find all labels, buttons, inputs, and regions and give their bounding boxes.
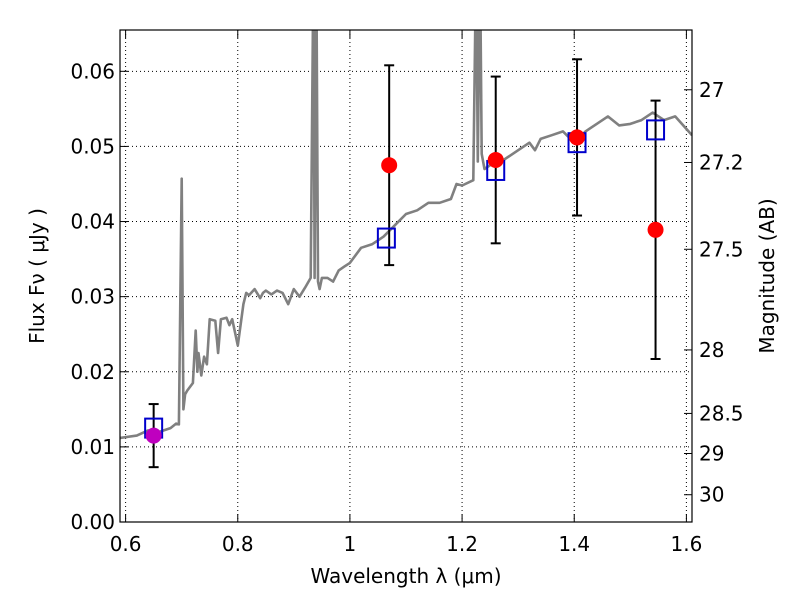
model-point bbox=[376, 227, 396, 249]
y-tick-label: 0.04 bbox=[70, 210, 115, 234]
observed-point bbox=[569, 129, 586, 146]
spectrum-layer bbox=[120, 30, 692, 440]
spectrum-line bbox=[120, 30, 692, 440]
y-tick-label: 0.06 bbox=[70, 59, 115, 83]
right-tick-label: 28.5 bbox=[699, 401, 744, 425]
x-tick-label: 1 bbox=[344, 532, 357, 556]
y-tick-label: 0.00 bbox=[70, 510, 115, 534]
y-axis-right-title: Magnitude (AB) bbox=[755, 198, 779, 353]
observed-point bbox=[145, 427, 162, 444]
x-axis-title: Wavelength λ (μm) bbox=[310, 564, 501, 588]
right-tick-label: 27.2 bbox=[699, 150, 744, 174]
observed-point bbox=[647, 221, 664, 238]
x-tick-label: 0.6 bbox=[110, 532, 142, 556]
marker-layer bbox=[144, 58, 666, 469]
observed-point bbox=[381, 157, 398, 174]
y-tick-label: 0.02 bbox=[70, 360, 115, 384]
x-tick-label: 1.6 bbox=[670, 532, 702, 556]
ticks: 0.6 0.8 1 1.2 1.4 1.6 0.00 0.01 0.02 0.03 0.04 0.05… bbox=[70, 30, 744, 556]
y-axis-title: Flux Fν ( μJy ) bbox=[25, 208, 49, 344]
right-tick-label: 30 bbox=[699, 483, 724, 507]
right-tick-label: 29 bbox=[699, 441, 724, 465]
x-tick-label: 1.2 bbox=[446, 532, 478, 556]
x-tick-label: 0.8 bbox=[222, 532, 254, 556]
x-tick-label: 1.4 bbox=[558, 532, 590, 556]
plot-frame bbox=[119, 29, 693, 523]
model-point bbox=[646, 119, 666, 141]
right-tick-label: 27 bbox=[699, 78, 724, 102]
y-tick-label: 0.05 bbox=[70, 134, 115, 158]
observed-point bbox=[487, 151, 504, 168]
y-tick-label: 0.01 bbox=[70, 435, 115, 459]
right-tick-label: 28 bbox=[699, 338, 724, 362]
y-tick-label: 0.03 bbox=[70, 285, 115, 309]
right-tick-label: 27.5 bbox=[699, 237, 744, 261]
